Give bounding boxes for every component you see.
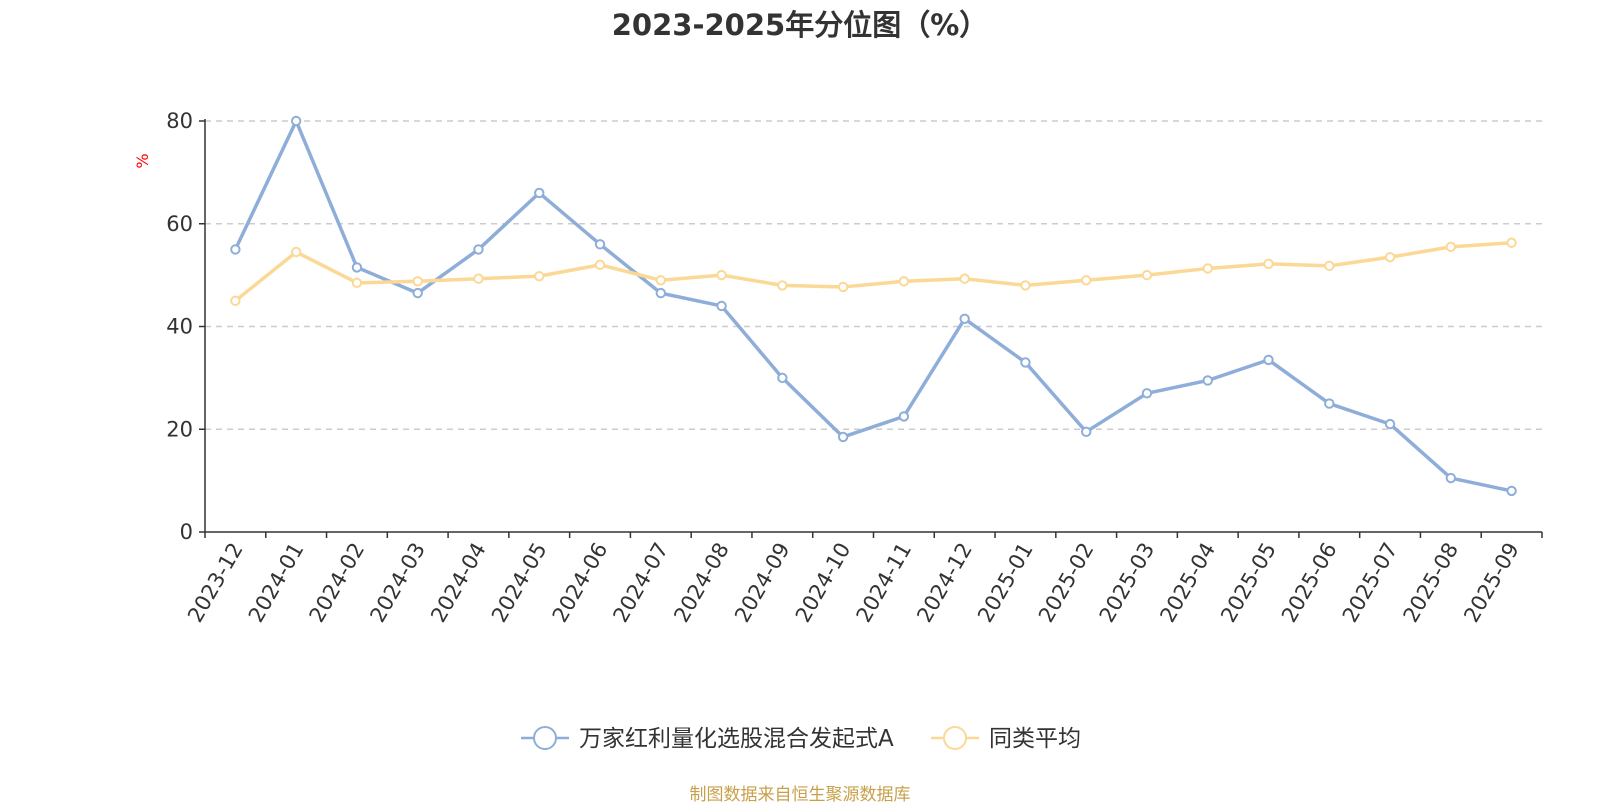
- data-point: [1445, 241, 1457, 253]
- data-point: [1263, 354, 1274, 366]
- data-point: [351, 277, 363, 289]
- data-point: [290, 246, 302, 258]
- y-tick-label: 20: [166, 417, 193, 441]
- data-point: [1324, 398, 1335, 409]
- source-note: 制图数据来自恒生聚源数据库: [689, 785, 911, 805]
- y-tick-label: 40: [166, 315, 193, 339]
- data-point: [1081, 426, 1092, 438]
- x-tick-label: 2024-02: [305, 539, 370, 627]
- data-point: [1141, 388, 1153, 399]
- legend-label: 万家红利量化选股混合发起式A: [579, 726, 894, 752]
- data-point: [594, 259, 606, 271]
- x-tick-label: 2024-08: [669, 539, 734, 627]
- data-point: [230, 244, 241, 255]
- x-tick-label: 2024-07: [608, 539, 673, 627]
- x-tick-label: 2024-06: [548, 539, 613, 627]
- y-axis-unit-label: %: [133, 153, 152, 168]
- x-tick-label: 2023-12: [183, 539, 248, 627]
- series-line: [233, 241, 1514, 303]
- data-point: [230, 295, 241, 307]
- data-point: [959, 313, 970, 324]
- data-point: [534, 270, 545, 282]
- data-point: [412, 276, 423, 287]
- legend-marker-icon: [943, 726, 967, 750]
- y-tick-label: 0: [180, 520, 193, 544]
- data-point: [777, 280, 788, 291]
- data-point: [1020, 280, 1031, 291]
- data-point: [1141, 269, 1153, 281]
- data-point: [837, 431, 849, 443]
- x-tick-label: 2025-07: [1338, 539, 1403, 627]
- data-point: [1506, 237, 1517, 248]
- axes: 0204060802023-122024-012024-022024-03202…: [166, 109, 1543, 627]
- data-point: [777, 372, 788, 384]
- series-lines: [230, 115, 1517, 497]
- data-point: [1324, 260, 1335, 272]
- grid-lines: [205, 120, 1542, 430]
- data-point: [898, 276, 910, 287]
- legend[interactable]: 万家红利量化选股混合发起式A 同类平均: [521, 726, 1081, 752]
- legend-marker-icon: [533, 726, 557, 750]
- x-tick-label: 2025-03: [1095, 539, 1160, 627]
- x-tick-label: 2024-05: [487, 539, 552, 627]
- x-tick-label: 2024-04: [426, 539, 491, 627]
- data-point: [1081, 275, 1092, 286]
- data-point: [655, 275, 666, 286]
- data-point: [1202, 263, 1213, 274]
- data-point: [716, 300, 727, 312]
- x-tick-label: 2025-05: [1216, 539, 1281, 627]
- x-tick-label: 2025-06: [1277, 539, 1342, 627]
- x-tick-label: 2025-02: [1034, 539, 1099, 627]
- x-tick-label: 2024-01: [244, 539, 309, 627]
- data-point: [1506, 485, 1517, 497]
- x-tick-label: 2025-08: [1399, 539, 1464, 627]
- legend-label: 同类平均: [989, 726, 1081, 752]
- x-tick-label: 2024-10: [791, 539, 856, 627]
- x-tick-label: 2024-09: [730, 539, 795, 627]
- legend-item[interactable]: 同类平均: [931, 726, 1081, 752]
- y-tick-label: 60: [166, 212, 193, 236]
- y-tick-label: 80: [166, 109, 193, 133]
- chart-title: 2023-2025年分位图（%）: [611, 8, 989, 42]
- data-point: [473, 273, 484, 284]
- data-point: [898, 411, 910, 422]
- series-line: [233, 119, 1514, 493]
- data-point: [655, 287, 666, 299]
- data-point: [290, 115, 302, 127]
- data-point: [959, 273, 970, 284]
- data-point: [716, 269, 727, 281]
- data-point: [1384, 418, 1396, 430]
- x-tick-label: 2025-09: [1459, 539, 1524, 627]
- data-point: [1020, 357, 1031, 368]
- data-point: [1263, 258, 1274, 270]
- x-tick-label: 2024-12: [912, 539, 977, 627]
- data-point: [473, 244, 484, 255]
- data-point: [1445, 472, 1457, 484]
- data-point: [837, 281, 849, 293]
- x-tick-label: 2025-01: [973, 539, 1038, 627]
- data-point: [1202, 375, 1213, 386]
- data-point: [412, 287, 423, 299]
- data-point: [534, 187, 545, 199]
- data-point: [351, 262, 363, 273]
- legend-item[interactable]: 万家红利量化选股混合发起式A: [521, 726, 894, 752]
- data-point: [594, 239, 606, 250]
- data-point: [1384, 251, 1396, 263]
- x-tick-label: 2025-04: [1155, 539, 1220, 627]
- x-tick-label: 2024-03: [365, 539, 430, 627]
- x-tick-label: 2024-11: [852, 539, 917, 627]
